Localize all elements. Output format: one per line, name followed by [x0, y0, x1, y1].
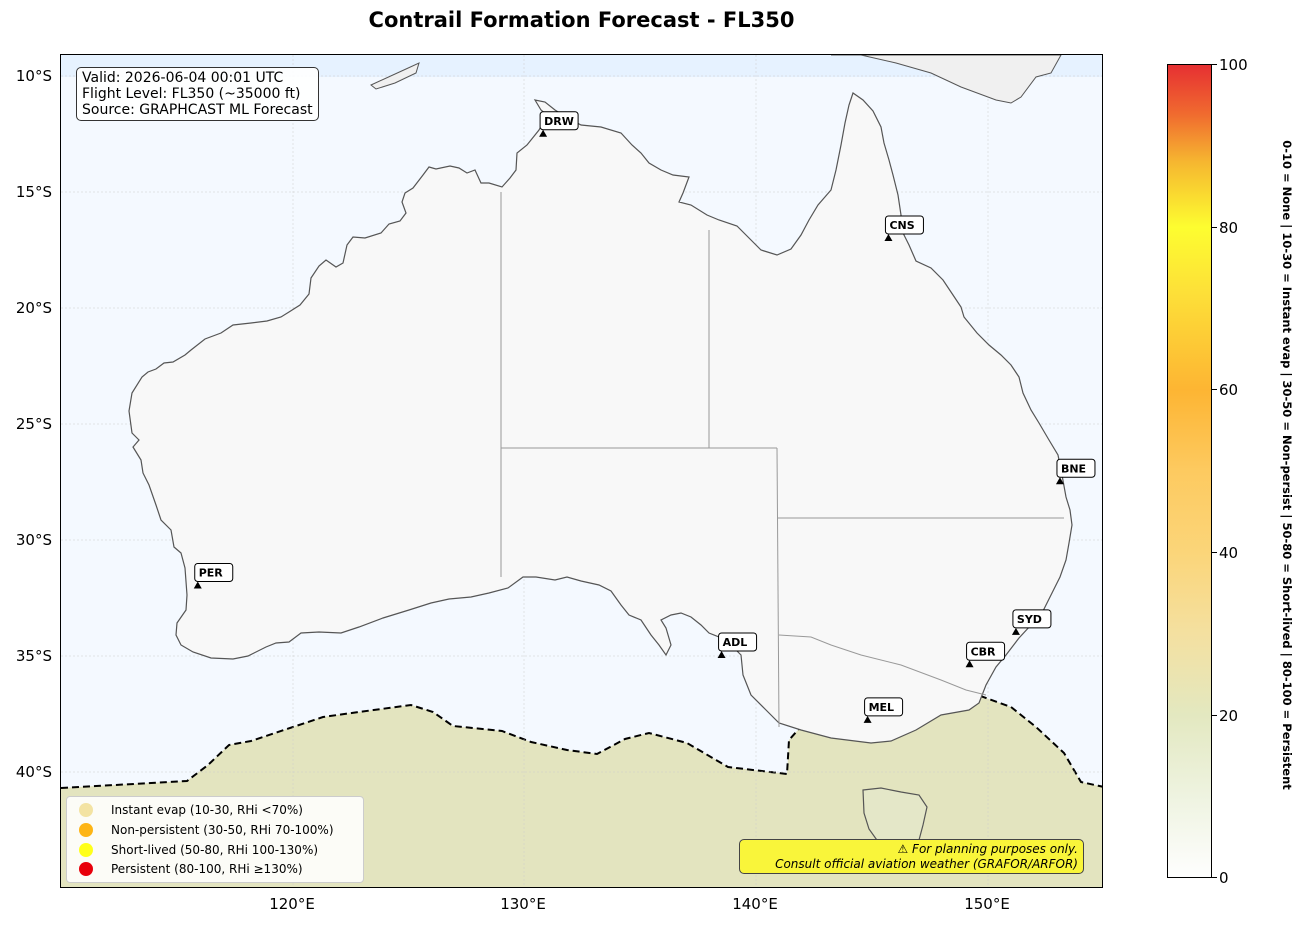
australia-mainland [128, 92, 1073, 744]
airport-marker-icon [884, 234, 893, 242]
colorbar-tick-mark [1212, 389, 1217, 390]
airport-label-box [966, 641, 1006, 661]
airport-label-box [1012, 609, 1052, 629]
lon-tick-120e: 120°E [269, 895, 315, 913]
airport-drw[interactable]: DRW [539, 111, 579, 137]
colorbar-tick-20: 20 [1219, 707, 1239, 725]
disclaimer-line-2: Consult official aviation weather (GRAFO… [775, 857, 1078, 871]
colorbar-tick-mark [1212, 715, 1217, 716]
colorbar-tick-40: 40 [1219, 544, 1239, 562]
colorbar-tick-mark [1212, 552, 1217, 553]
airport-label-box [194, 563, 234, 583]
airport-code: CNS [889, 219, 914, 232]
legend-swatch [79, 862, 93, 876]
airport-label-box [718, 632, 758, 652]
lat-tick-10s: 10°S [15, 67, 52, 85]
lat-tick-25s: 25°S [15, 415, 52, 433]
airport-marker-icon [193, 581, 202, 589]
airport-label-box [884, 215, 924, 235]
legend-label: Non-persistent (30-50, RHi 70-100%) [111, 823, 334, 837]
airport-cbr[interactable]: CBR [965, 641, 1006, 668]
map-canvas: DRW CNS BNE PER ADL SYD CBR MEL [61, 55, 1102, 887]
disclaimer-box: ⚠ For planning purposes only. Consult of… [739, 839, 1084, 874]
forecast-source: Source: GRAPHCAST ML Forecast [82, 102, 313, 118]
colorbar-tick-mark [1212, 877, 1217, 878]
airport-code: ADL [723, 636, 748, 649]
airport-label-box [864, 697, 904, 717]
airport-bne[interactable]: BNE [1055, 458, 1096, 485]
chart-title: Contrail Formation Forecast - FL350 [368, 8, 795, 32]
colorbar-tick-0: 0 [1219, 869, 1229, 887]
airport-code: PER [199, 567, 224, 580]
airports-layer: DRW CNS BNE PER ADL SYD CBR MEL [193, 111, 1096, 723]
lat-tick-20s: 20°S [15, 299, 52, 317]
airport-mel[interactable]: MEL [863, 697, 904, 723]
airport-marker-icon [965, 660, 974, 668]
valid-time: Valid: 2026-06-04 00:01 UTC [82, 70, 284, 86]
lat-tick-30s: 30°S [15, 531, 52, 549]
legend-swatch [79, 823, 93, 837]
airport-code: MEL [869, 701, 894, 714]
airport-marker-icon [863, 715, 872, 723]
airport-code: DRW [544, 115, 574, 128]
ocean-north-band [61, 55, 1102, 77]
legend: Instant evap (10-30, RHi <70%) Non-persi… [66, 796, 364, 883]
airport-syd[interactable]: SYD [1011, 609, 1052, 635]
airport-code: BNE [1061, 462, 1086, 475]
lat-tick-40s: 40°S [15, 763, 52, 781]
state-borders [500, 192, 1064, 728]
airport-label-box [1056, 458, 1096, 478]
legend-swatch [79, 843, 93, 857]
airport-code: SYD [1017, 613, 1042, 626]
airport-per[interactable]: PER [193, 563, 234, 589]
colorbar-tick-mark [1212, 64, 1217, 65]
airport-marker-icon [717, 651, 726, 659]
legend-swatch [79, 803, 93, 817]
flight-level: Flight Level: FL350 (~35000 ft) [82, 86, 301, 102]
lon-tick-140e: 140°E [732, 895, 778, 913]
airport-cns[interactable]: CNS [884, 215, 924, 242]
colorbar-label: 0-10 = None | 10-30 = Instant evap | 30-… [1280, 140, 1294, 790]
airport-label-box [539, 111, 579, 131]
map-panel[interactable]: DRW CNS BNE PER ADL SYD CBR MEL [60, 54, 1103, 888]
forecast-info-box: Valid: 2026-06-04 00:01 UTC Flight Level… [76, 67, 319, 121]
lon-tick-130e: 130°E [500, 895, 546, 913]
lon-tick-150e: 150°E [964, 895, 1010, 913]
legend-label: Persistent (80-100, RHi ≥130%) [111, 862, 303, 876]
colorbar-tick-60: 60 [1219, 381, 1239, 399]
new-guinea [831, 55, 1062, 104]
colorbar-tick-100: 100 [1219, 56, 1248, 74]
disclaimer-line-1: ⚠ For planning purposes only. [897, 842, 1078, 856]
legend-label: Short-lived (50-80, RHi 100-130%) [111, 843, 319, 857]
colorbar-tick-80: 80 [1219, 219, 1239, 237]
colorbar-tick-mark [1212, 227, 1217, 228]
timor [370, 62, 420, 90]
lat-tick-35s: 35°S [15, 647, 52, 665]
airport-code: CBR [971, 645, 996, 658]
legend-label: Instant evap (10-30, RHi <70%) [111, 803, 303, 817]
airport-marker-icon [1011, 627, 1020, 635]
airport-marker-icon [539, 129, 548, 137]
airport-adl[interactable]: ADL [717, 632, 758, 659]
colorbar [1167, 64, 1212, 878]
airport-marker-icon [1055, 477, 1064, 485]
lat-tick-15s: 15°S [15, 183, 52, 201]
